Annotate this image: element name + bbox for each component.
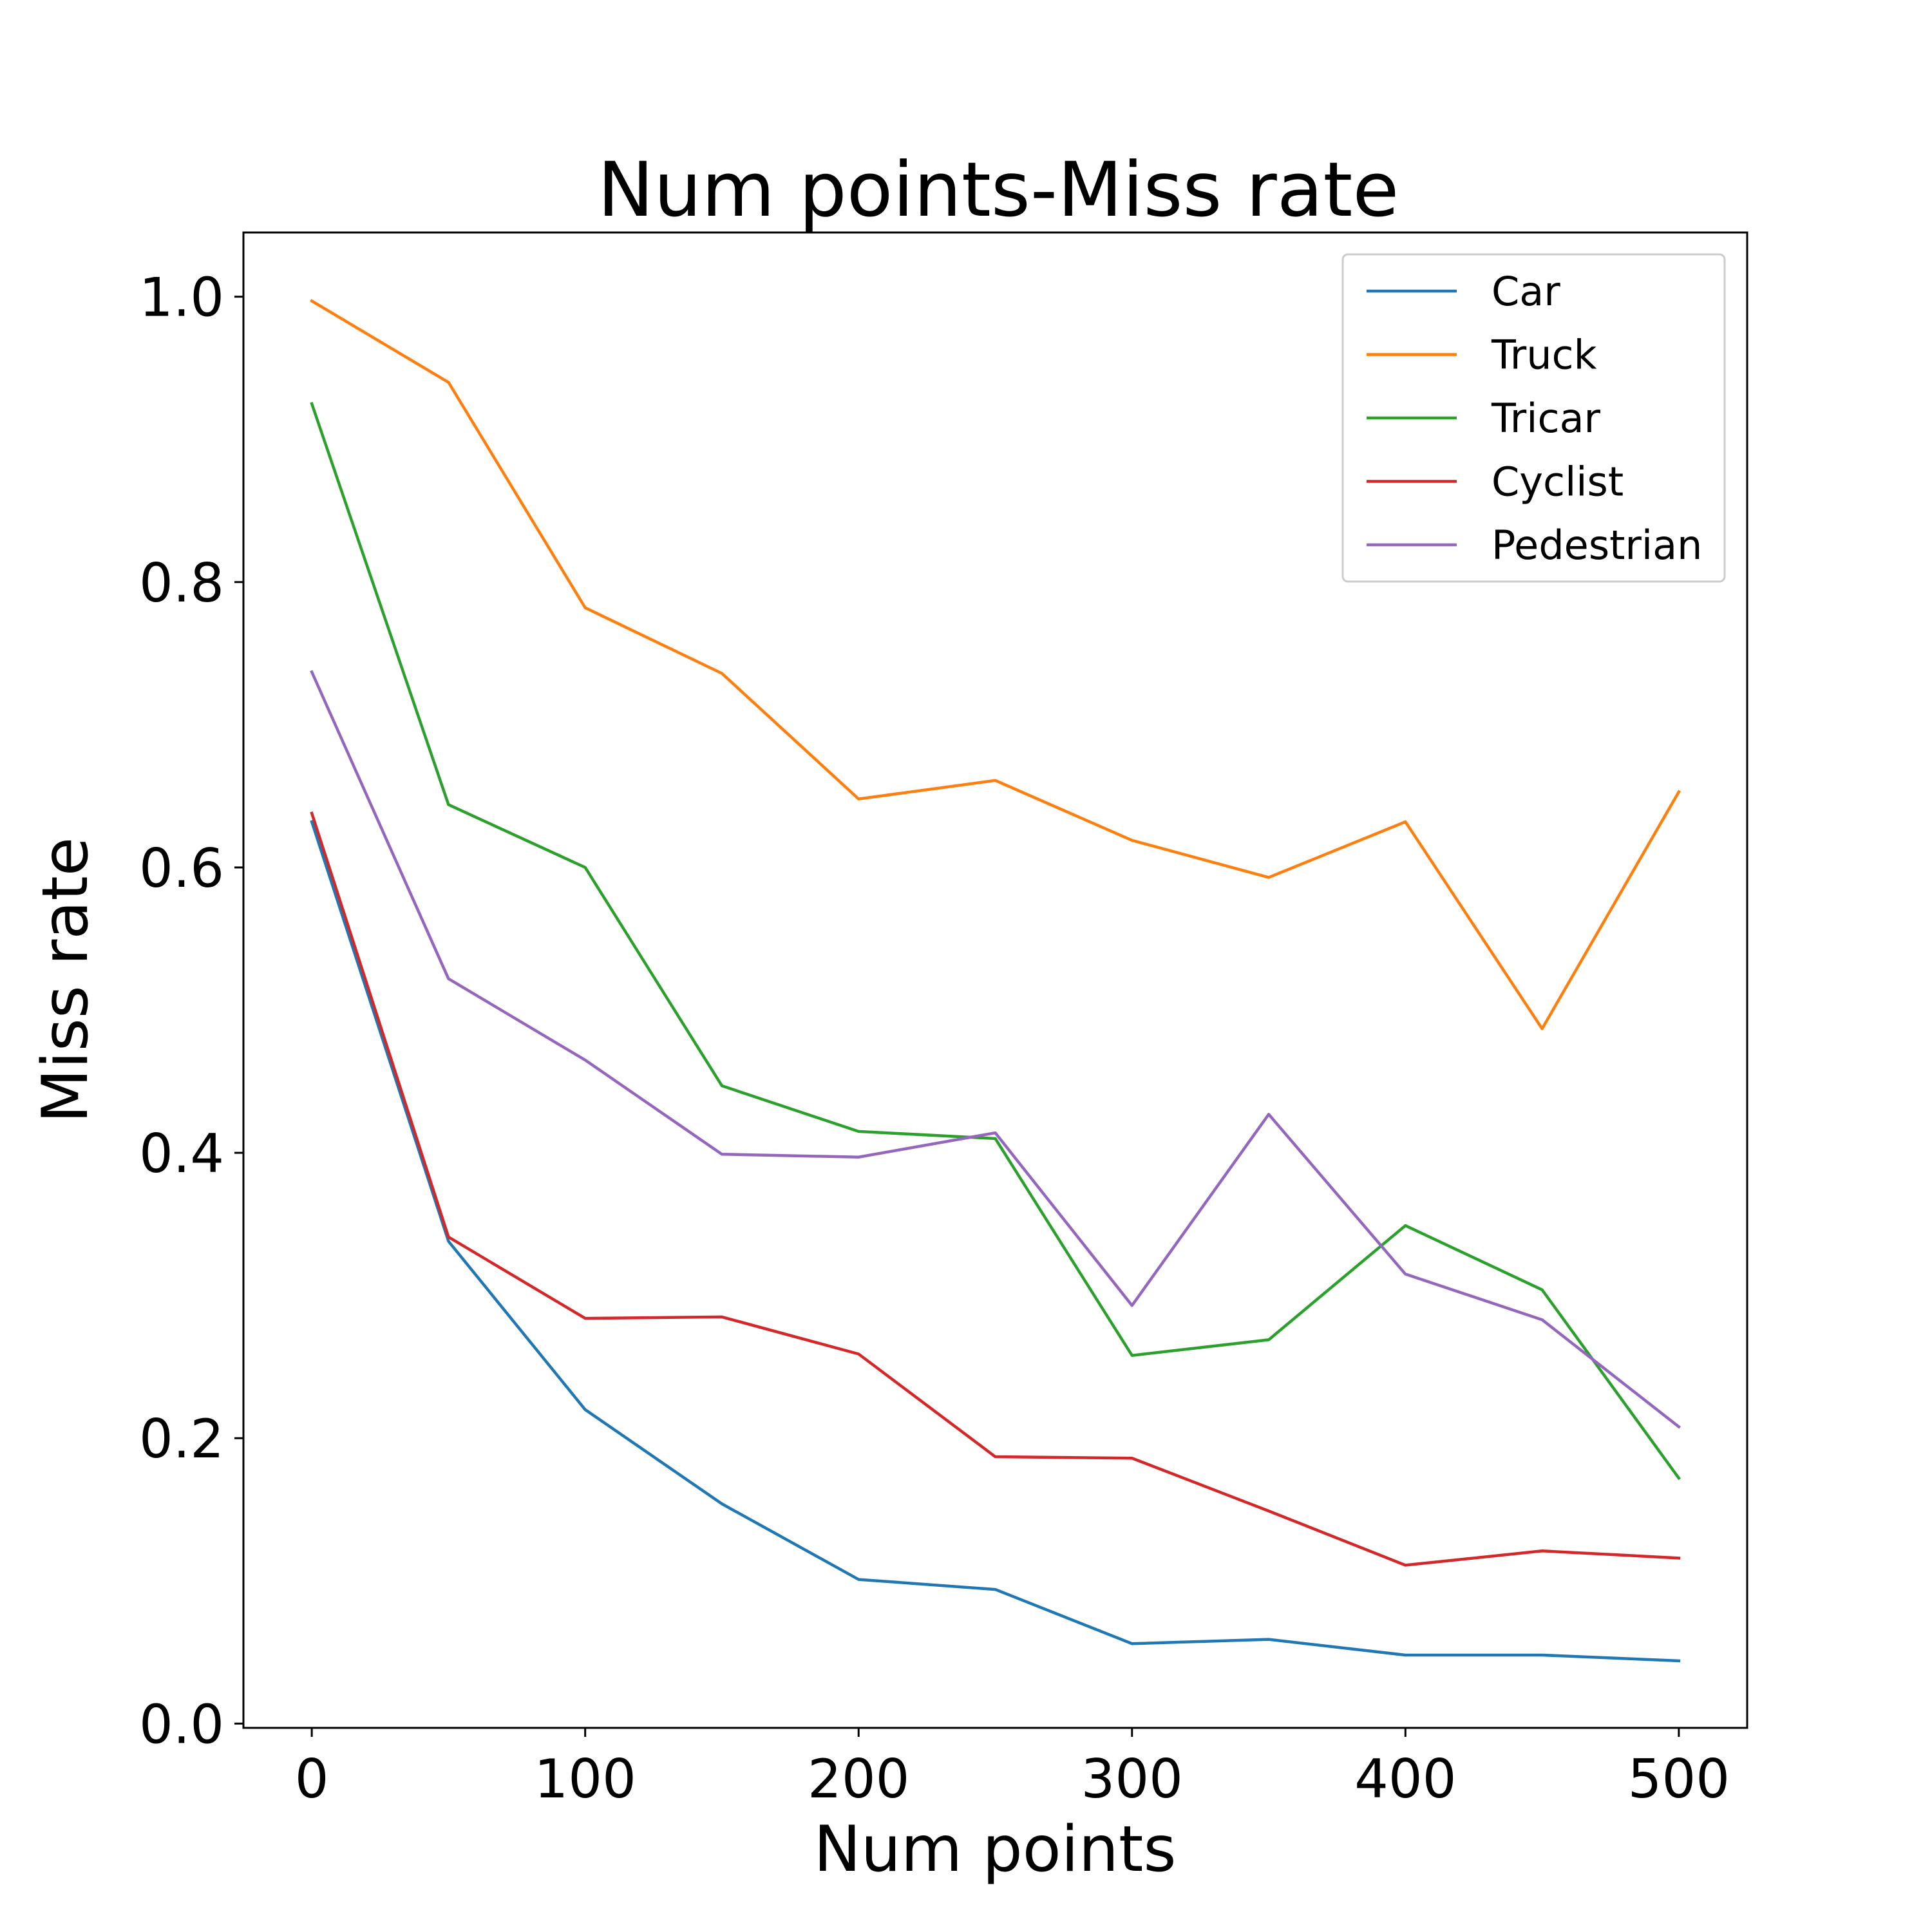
x-tick-label: 500: [1628, 1748, 1730, 1810]
legend: Car Truck Tricar Cyclist Pedestrian: [1341, 253, 1726, 583]
legend-label-cyclist: Cyclist: [1492, 459, 1624, 506]
x-tick-label: 0: [295, 1748, 329, 1810]
x-tick-label: 300: [1081, 1748, 1183, 1810]
y-tick-label: 0.8: [139, 552, 224, 614]
legend-label-tricar: Tricar: [1491, 395, 1601, 442]
x-axis-label: Num points: [813, 1813, 1176, 1886]
x-tick-label: 400: [1354, 1748, 1456, 1810]
y-tick-label: 0.0: [139, 1693, 224, 1756]
y-tick-label: 0.4: [139, 1122, 224, 1185]
x-tick-label: 100: [534, 1748, 636, 1810]
y-axis-ticks: 0.0 0.2 0.4 0.6 0.8 1.0: [139, 267, 243, 1756]
series-line-truck: [310, 299, 1681, 1030]
y-axis-label: Miss rate: [29, 837, 102, 1123]
series-line-car: [310, 820, 1681, 1663]
series-line-cyclist: [310, 811, 1681, 1567]
y-tick-label: 0.6: [139, 837, 224, 900]
legend-label-truck: Truck: [1491, 332, 1597, 379]
y-tick-label: 0.2: [139, 1408, 224, 1470]
x-axis-ticks: 0 100 200 300 400 500: [295, 1728, 1730, 1810]
legend-frame: [1341, 253, 1726, 583]
x-tick-label: 200: [808, 1748, 909, 1810]
series-line-pedestrian: [310, 670, 1681, 1429]
legend-label-pedestrian: Pedestrian: [1492, 522, 1702, 569]
plot-lines: [310, 299, 1681, 1663]
y-tick-label: 1.0: [139, 267, 224, 329]
plot-frame: [242, 231, 1748, 1729]
series-line-tricar: [310, 402, 1681, 1481]
legend-label-car: Car: [1492, 268, 1560, 315]
chart-title: Num points-Miss rate: [598, 146, 1399, 234]
